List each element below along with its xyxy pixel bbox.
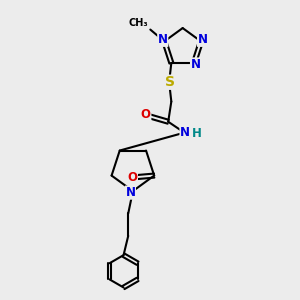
Text: N: N <box>190 58 201 71</box>
Text: S: S <box>165 75 175 89</box>
Text: N: N <box>125 186 135 199</box>
Text: N: N <box>180 125 190 139</box>
Text: H: H <box>191 127 201 140</box>
Text: O: O <box>128 171 137 184</box>
Text: N: N <box>198 33 208 46</box>
Text: N: N <box>158 33 168 46</box>
Text: O: O <box>141 108 151 121</box>
Text: CH₃: CH₃ <box>128 18 148 28</box>
